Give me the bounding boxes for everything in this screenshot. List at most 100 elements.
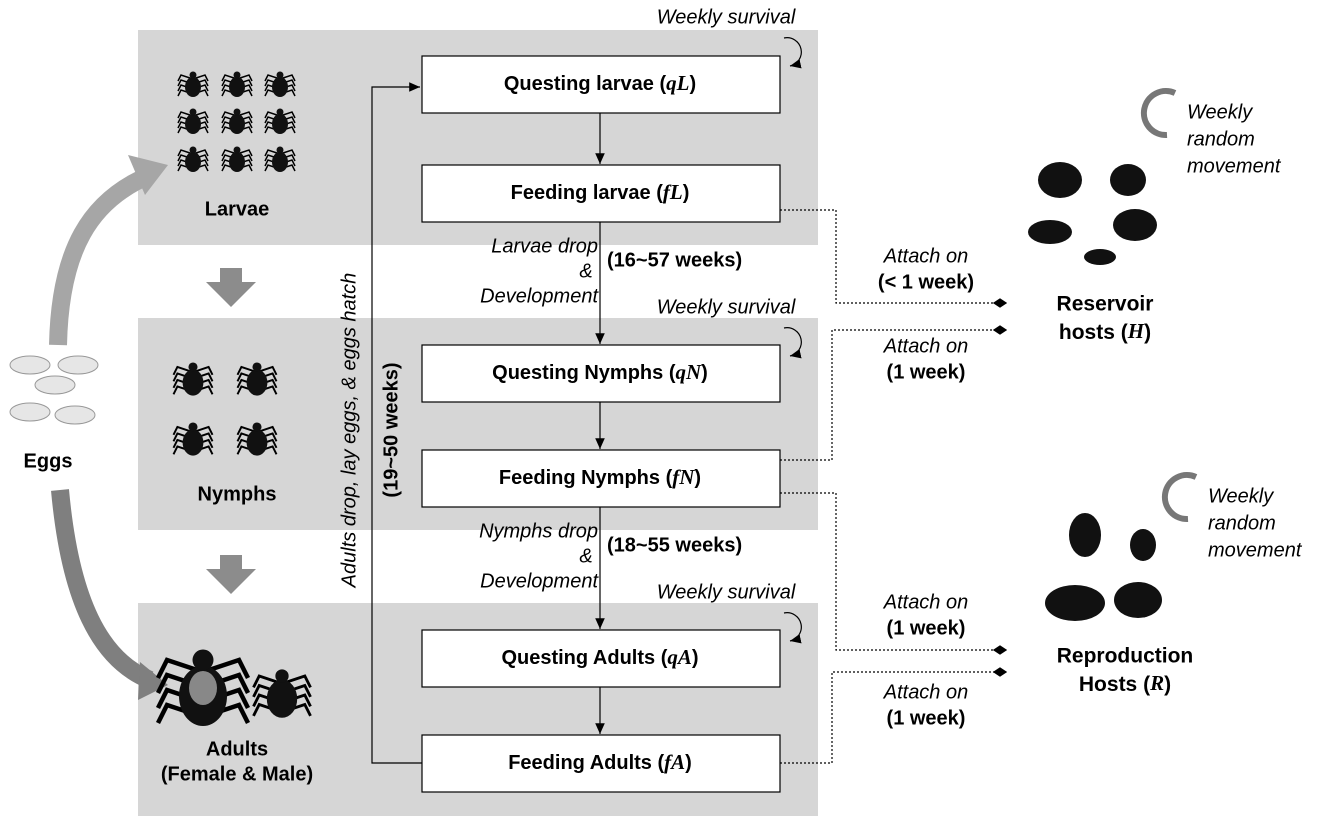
leg [192,425,214,436]
arrow [51,489,154,689]
tick-icon [177,146,209,172]
state-box [421,344,781,403]
animal-silhouette [1028,220,1072,244]
movement-label: movement [1187,155,1282,177]
leg [264,111,281,119]
head [276,108,284,116]
leg [177,111,194,119]
transition-label: Development [480,285,599,307]
text-part: Questing Nymphs ( [492,362,676,384]
connector [780,492,1008,655]
movement-label: movement [1208,539,1303,561]
stage-label: Nymphs [198,483,277,505]
stage-label: Larvae [205,198,270,220]
text-part: ) [1164,673,1171,696]
leg [264,74,281,82]
leg [256,365,278,376]
attach-label: Attach on [883,335,969,357]
leg [172,425,194,436]
reproduction-label: Adults drop, lay eggs, & eggs hatch [338,273,360,589]
survival-label: Weekly survival [657,581,796,603]
head [189,108,197,116]
state-label: Questing Adults (qA) [501,645,698,669]
leg [236,111,253,119]
text-part: Questing Adults ( [501,647,667,669]
tick-icon [177,71,209,97]
body [229,114,245,134]
leg [155,657,204,680]
leg [172,365,194,376]
attach-label: Attach on [883,681,969,703]
leg [236,149,253,157]
tick-icon [252,669,312,718]
tick-icon [221,71,253,97]
head [233,108,241,116]
text-part: Hosts ( [1079,673,1150,696]
attach-duration: (1 week) [887,617,966,639]
leg [192,365,214,376]
host-label: Reproduction [1057,645,1194,668]
state-label: Questing larvae (qL) [504,71,696,95]
leg [221,111,238,119]
text-part: Feeding Adults ( [508,752,664,774]
head [276,71,284,79]
movement-label: random [1187,128,1255,150]
survival-label: Weekly survival [657,6,796,28]
leg [252,674,283,689]
head [192,649,214,671]
leg [177,74,194,82]
symbol: H [1127,319,1145,343]
state-box [421,734,781,793]
transition-label: & [579,260,592,282]
eggs-label: Eggs [24,450,73,472]
host-label: Reservoir [1057,293,1154,316]
leg [192,111,209,119]
leg [192,149,209,157]
movement-label: random [1208,512,1276,534]
symbol: fA [664,750,685,774]
host-label: Hosts (R) [1079,671,1171,696]
symbol: qL [666,71,689,95]
animal-silhouette [1110,164,1146,196]
head [275,669,289,683]
tick-icon [221,146,253,172]
head [233,146,241,154]
tick-icon [177,108,209,134]
body [272,114,288,134]
symbol: fL [663,180,683,204]
text-part: Feeding larvae ( [511,182,664,204]
symbol: fN [672,465,695,489]
head [252,362,262,372]
pattern [189,671,217,705]
text-part: ) [689,73,696,95]
state-label: Questing Nymphs (qN) [492,360,708,384]
state-label: Feeding Adults (fA) [508,750,692,774]
animal-silhouette [1038,162,1082,198]
tick-icon [221,108,253,134]
animal-silhouette [1069,513,1101,557]
state-label: Feeding Nymphs (fN) [499,465,701,489]
leg [177,149,194,157]
state-box [421,449,781,508]
text-part: ) [1144,321,1151,344]
arrow [206,555,256,594]
attach-duration: (1 week) [887,707,966,729]
host-label: hosts (H) [1059,319,1151,344]
leg [236,74,253,82]
leg [192,74,209,82]
head [233,71,241,79]
leg [279,111,296,119]
egg-cluster [34,375,76,395]
leg [281,674,312,689]
stage-label: (Female & Male) [161,763,313,785]
text-part: ) [685,752,692,774]
state-box [421,55,781,114]
body [182,429,204,456]
leg [256,425,278,436]
leg [279,74,296,82]
transition-label: Larvae drop [491,235,598,257]
animal-silhouette [1130,529,1156,561]
text-part: ) [683,182,690,204]
icons [9,71,1162,726]
